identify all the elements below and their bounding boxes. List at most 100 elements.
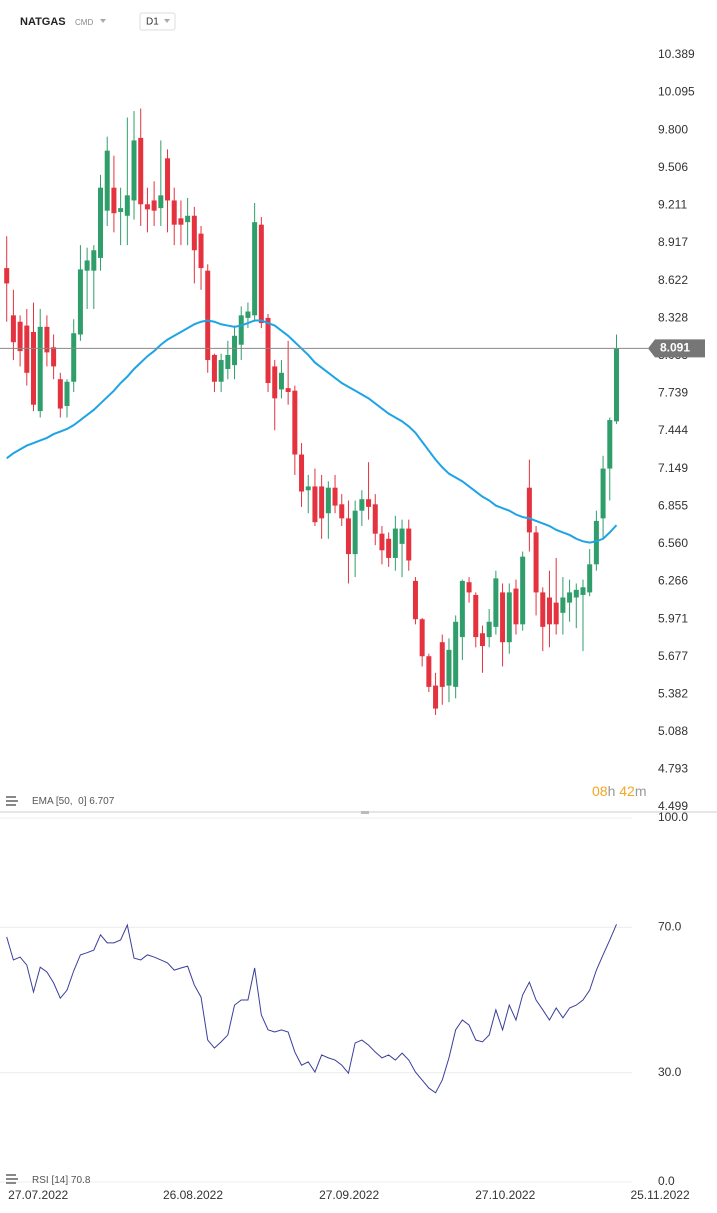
y-tick-label: 9.211 — [658, 198, 687, 212]
candle-body — [459, 580, 465, 638]
candle-body — [439, 642, 445, 687]
rsi-params: [14] — [51, 1175, 68, 1186]
candle-body — [486, 621, 492, 638]
candle-body — [312, 486, 318, 523]
svg-text:RSI [14] 70.8: RSI [14] 70.8 — [32, 1175, 91, 1186]
candle-body — [426, 656, 432, 687]
candle-body — [366, 499, 372, 507]
countdown: 08h 42m — [592, 783, 647, 799]
last-price-box — [648, 339, 705, 358]
candle-body — [506, 592, 512, 643]
y-tick-label: 5.382 — [658, 686, 688, 700]
rsi-name: RSI — [32, 1175, 49, 1186]
candle-body — [232, 335, 238, 366]
ema-params: [50, 0] — [56, 796, 87, 807]
candle-body — [124, 195, 130, 216]
candle-body — [533, 532, 539, 593]
symbol[interactable]: NATGAS — [20, 16, 66, 28]
ema-legend: EMA [50, 0] 6.707 — [6, 796, 115, 807]
y-tick-label: 8.917 — [658, 235, 688, 249]
series-line — [6, 319, 618, 544]
y-tick-label: 9.506 — [658, 160, 688, 174]
candle-body — [479, 633, 485, 647]
candle-body — [51, 347, 57, 367]
candle-body — [546, 597, 552, 625]
y-tick-label: 9.800 — [658, 122, 688, 136]
candle-body — [245, 311, 251, 318]
market: CMD — [75, 18, 93, 27]
x-tick-label: 25.11.2022 — [630, 1188, 689, 1202]
timeframe[interactable]: D1 — [146, 17, 159, 28]
candle-body — [526, 487, 532, 533]
candle-body — [339, 504, 345, 519]
candle-body — [218, 360, 224, 382]
candle-body — [64, 381, 70, 406]
candle-body — [191, 215, 197, 251]
resize-handle[interactable] — [361, 811, 369, 814]
candle-body — [198, 233, 204, 269]
candle-body — [91, 250, 97, 271]
y-tick-label: 5.088 — [658, 724, 688, 738]
candle-body — [37, 326, 43, 412]
candle-body — [211, 354, 217, 382]
candle-body — [131, 140, 137, 201]
candle-body — [453, 621, 459, 687]
candle-body — [4, 268, 10, 284]
rsi-legend: RSI [14] 70.8 — [6, 1174, 91, 1186]
candle-body — [446, 649, 452, 686]
timeframe-box[interactable] — [139, 12, 176, 31]
candle-body — [278, 372, 284, 390]
y-tick-label: 5.971 — [658, 611, 688, 625]
candle-body — [104, 150, 110, 211]
y-tick-label: 7.739 — [658, 386, 688, 400]
candle-body — [57, 379, 63, 409]
candle-body — [587, 564, 593, 593]
countdown-unit: m — [635, 783, 647, 799]
candle-body — [607, 420, 613, 469]
candle-body — [10, 315, 16, 343]
y-tick-label: 4.793 — [658, 762, 688, 776]
candle-body — [520, 556, 526, 625]
y-tick-label: 10.095 — [658, 85, 695, 99]
y-tick-label: 7.444 — [658, 423, 688, 437]
x-tick-label: 27.07.2022 — [8, 1188, 68, 1202]
dropdown-arrow[interactable] — [164, 19, 170, 23]
candle-body — [553, 602, 559, 625]
y-tick-label: 6.560 — [658, 536, 688, 550]
candle-body — [305, 486, 311, 491]
y-tick-label: 5.677 — [658, 649, 688, 663]
candle-body — [600, 468, 606, 519]
candle-body — [500, 592, 506, 643]
svg-text:EMA [50, 0] 6.707: EMA [50, 0] 6.707 — [32, 796, 115, 807]
candle-body — [98, 187, 104, 258]
candle-body — [258, 224, 264, 324]
candle-body — [151, 200, 157, 211]
candle-body — [419, 619, 425, 657]
candle-body — [466, 582, 472, 593]
candle-body — [386, 538, 392, 558]
candle-body — [399, 528, 405, 544]
x-tick-label: 27.09.2022 — [319, 1188, 379, 1202]
candle-body — [359, 499, 365, 511]
candle-body — [573, 589, 579, 598]
candle-body — [265, 317, 271, 384]
candle-body — [299, 454, 305, 492]
candle-body — [272, 366, 278, 399]
y-tick-label: 7.149 — [658, 461, 688, 475]
candle-body — [185, 215, 191, 223]
candle-body — [406, 528, 412, 561]
y-tick-label: 10.389 — [658, 47, 695, 61]
candle-body — [580, 587, 586, 595]
candle-body — [319, 486, 325, 519]
candle-body — [158, 195, 164, 209]
candle-body — [433, 685, 439, 709]
candle-body — [540, 592, 546, 627]
y-tick-label: 6.266 — [658, 574, 688, 588]
candle-body — [332, 487, 338, 506]
candle-body — [567, 592, 573, 603]
dropdown-arrow[interactable] — [100, 19, 106, 23]
candle-body — [473, 594, 479, 638]
candle-body — [238, 315, 244, 345]
candle-body — [292, 390, 298, 455]
